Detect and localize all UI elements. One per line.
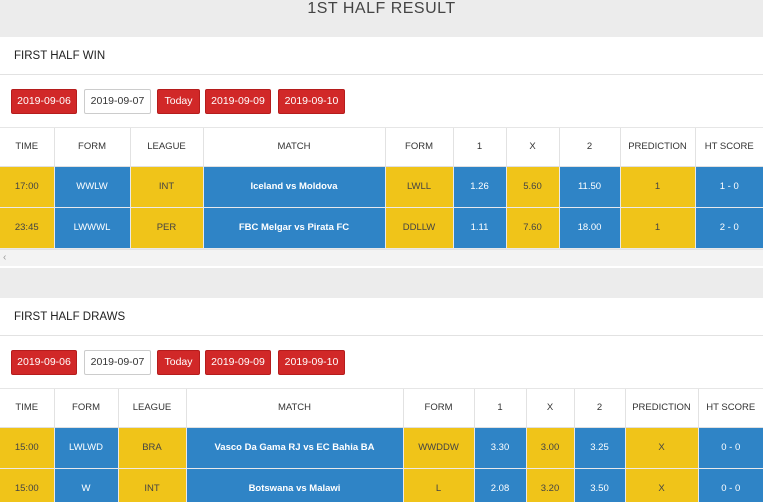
- first-half-win-panel: FIRST HALF WIN 2019-09-06 2019-09-07 Tod…: [0, 37, 763, 268]
- header-form[interactable]: FORM: [54, 128, 131, 167]
- cell-odds-x: 5.60: [506, 166, 560, 208]
- header-odds-x[interactable]: X: [506, 128, 560, 167]
- header-odds-2[interactable]: 2: [559, 128, 621, 167]
- first-half-draws-panel: FIRST HALF DRAWS 2019-09-06 2019-09-07 T…: [0, 298, 763, 502]
- cell-odds-2: 3.25: [574, 427, 626, 469]
- cell-match[interactable]: FBC Melgar vs Pirata FC: [203, 207, 386, 249]
- cell-time: 23:45: [0, 207, 55, 249]
- header-prediction[interactable]: PREDICTION: [625, 389, 699, 428]
- cell-form-away: LWLL: [385, 166, 454, 208]
- first-half-win-table: TIME FORM LEAGUE MATCH FORM 1 X 2 PREDIC…: [0, 128, 763, 249]
- header-match[interactable]: MATCH: [203, 128, 386, 167]
- header-match[interactable]: MATCH: [186, 389, 404, 428]
- header-ht-score[interactable]: HT SCORE: [695, 128, 763, 167]
- cell-odds-1: 3.30: [474, 427, 527, 469]
- table-row: 23:45 LWWWL PER FBC Melgar vs Pirata FC …: [0, 207, 763, 249]
- cell-ht-score: 1 - 0: [695, 166, 763, 208]
- cell-odds-1: 2.08: [474, 468, 527, 502]
- cell-prediction: X: [625, 427, 699, 469]
- table-header-row: TIME FORM LEAGUE MATCH FORM 1 X 2 PREDIC…: [0, 128, 763, 167]
- cell-league: BRA: [118, 427, 187, 469]
- cell-ht-score: 0 - 0: [698, 468, 763, 502]
- cell-league: PER: [130, 207, 204, 249]
- first-half-draws-table: TIME FORM LEAGUE MATCH FORM 1 X 2 PREDIC…: [0, 389, 763, 502]
- cell-form: LWLWD: [54, 427, 119, 469]
- date-button-2019-09-07[interactable]: 2019-09-07: [84, 89, 151, 114]
- cell-odds-2: 11.50: [559, 166, 621, 208]
- header-odds-1[interactable]: 1: [474, 389, 527, 428]
- header-time[interactable]: TIME: [0, 128, 55, 167]
- cell-time: 17:00: [0, 166, 55, 208]
- cell-league: INT: [130, 166, 204, 208]
- chevron-left-icon[interactable]: ‹: [3, 251, 7, 263]
- cell-form: W: [54, 468, 119, 502]
- header-odds-1[interactable]: 1: [453, 128, 507, 167]
- cell-odds-1: 1.26: [453, 166, 507, 208]
- cell-ht-score: 0 - 0: [698, 427, 763, 469]
- date-button-2019-09-09[interactable]: 2019-09-09: [205, 350, 271, 375]
- cell-match[interactable]: Botswana vs Malawi: [186, 468, 404, 502]
- table-row: 15:00 W INT Botswana vs Malawi L 2.08 3.…: [0, 468, 763, 502]
- date-button-2019-09-10[interactable]: 2019-09-10: [278, 350, 345, 375]
- cell-odds-x: 7.60: [506, 207, 560, 249]
- header-ht-score[interactable]: HT SCORE: [698, 389, 763, 428]
- cell-odds-2: 18.00: [559, 207, 621, 249]
- cell-form-away: DDLLW: [385, 207, 454, 249]
- header-form[interactable]: FORM: [54, 389, 119, 428]
- header-form-away[interactable]: FORM: [403, 389, 475, 428]
- cell-time: 15:00: [0, 427, 55, 469]
- date-button-today[interactable]: Today: [157, 89, 200, 114]
- date-button-2019-09-07[interactable]: 2019-09-07: [84, 350, 151, 375]
- table-row: 15:00 LWLWD BRA Vasco Da Gama RJ vs EC B…: [0, 427, 763, 469]
- cell-odds-1: 1.11: [453, 207, 507, 249]
- header-odds-2[interactable]: 2: [574, 389, 626, 428]
- header-form-away[interactable]: FORM: [385, 128, 454, 167]
- cell-prediction: X: [625, 468, 699, 502]
- cell-odds-x: 3.20: [526, 468, 575, 502]
- horizontal-scrollbar[interactable]: ‹: [0, 248, 763, 266]
- page-title: 1ST HALF RESULT: [307, 0, 456, 17]
- cell-odds-x: 3.00: [526, 427, 575, 469]
- date-button-2019-09-06[interactable]: 2019-09-06: [11, 350, 77, 375]
- header-prediction[interactable]: PREDICTION: [620, 128, 696, 167]
- cell-prediction: 1: [620, 207, 696, 249]
- cell-match[interactable]: Vasco Da Gama RJ vs EC Bahia BA: [186, 427, 404, 469]
- header-odds-x[interactable]: X: [526, 389, 575, 428]
- section-title: FIRST HALF DRAWS: [0, 298, 763, 336]
- date-button-2019-09-09[interactable]: 2019-09-09: [205, 89, 271, 114]
- date-selector: 2019-09-06 2019-09-07 Today 2019-09-09 2…: [0, 336, 763, 389]
- cell-ht-score: 2 - 0: [695, 207, 763, 249]
- table-row: 17:00 WWLW INT Iceland vs Moldova LWLL 1…: [0, 166, 763, 208]
- cell-form: LWWWL: [54, 207, 131, 249]
- cell-match[interactable]: Iceland vs Moldova: [203, 166, 386, 208]
- cell-form: WWLW: [54, 166, 131, 208]
- cell-league: INT: [118, 468, 187, 502]
- header-league[interactable]: LEAGUE: [118, 389, 187, 428]
- cell-prediction: 1: [620, 166, 696, 208]
- header-time[interactable]: TIME: [0, 389, 55, 428]
- section-title: FIRST HALF WIN: [0, 37, 763, 75]
- date-selector: 2019-09-06 2019-09-07 Today 2019-09-09 2…: [0, 75, 763, 128]
- cell-form-away: WWDDW: [403, 427, 475, 469]
- date-button-today[interactable]: Today: [157, 350, 200, 375]
- header-league[interactable]: LEAGUE: [130, 128, 204, 167]
- table-header-row: TIME FORM LEAGUE MATCH FORM 1 X 2 PREDIC…: [0, 389, 763, 428]
- cell-odds-2: 3.50: [574, 468, 626, 502]
- cell-form-away: L: [403, 468, 475, 502]
- date-button-2019-09-10[interactable]: 2019-09-10: [278, 89, 345, 114]
- cell-time: 15:00: [0, 468, 55, 502]
- date-button-2019-09-06[interactable]: 2019-09-06: [11, 89, 77, 114]
